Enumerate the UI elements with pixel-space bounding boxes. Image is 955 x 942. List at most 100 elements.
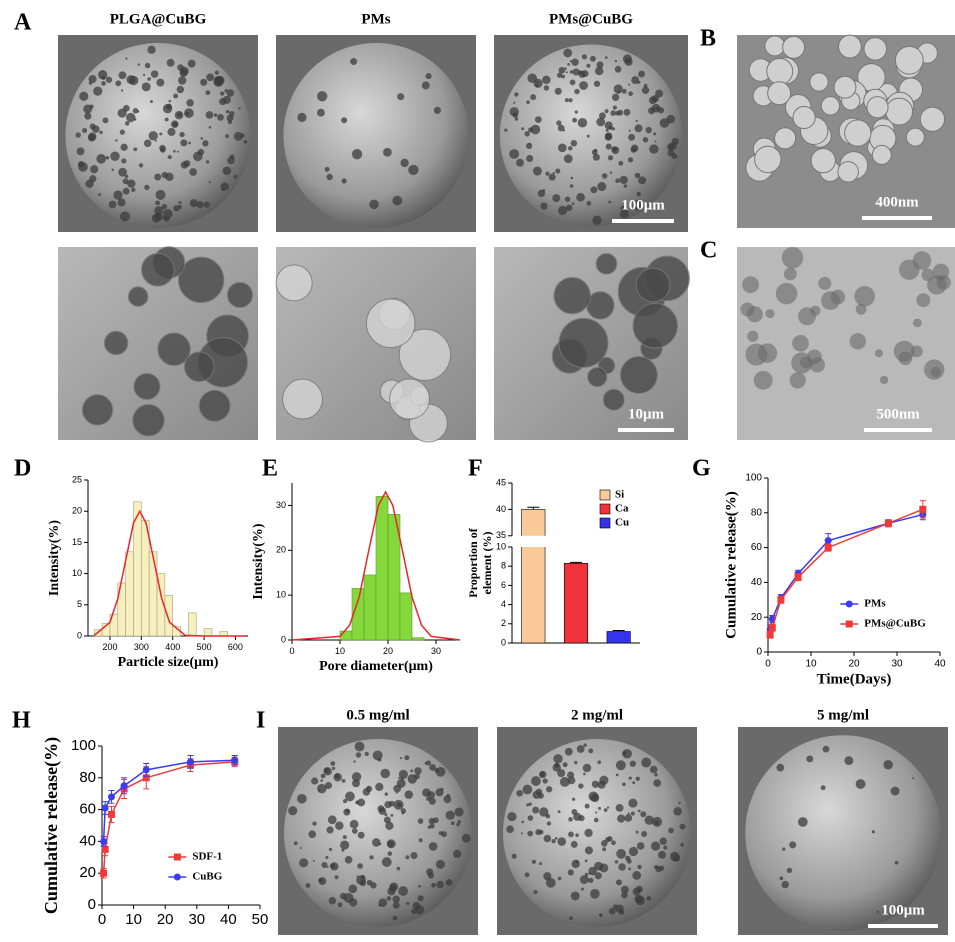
pore bbox=[445, 879, 453, 886]
pore bbox=[590, 186, 598, 194]
x-tick-label: 300 bbox=[134, 642, 149, 652]
y-tick-label: 10 bbox=[276, 590, 286, 600]
y-axis-label: Proportion of bbox=[466, 527, 480, 597]
pore bbox=[132, 403, 165, 437]
pore bbox=[602, 847, 607, 852]
scale-bar-label: 100μm bbox=[621, 197, 665, 213]
pore bbox=[609, 171, 613, 174]
pore bbox=[203, 201, 210, 208]
pore bbox=[527, 815, 534, 821]
pore bbox=[227, 119, 233, 125]
pore bbox=[628, 129, 631, 132]
pore bbox=[569, 70, 574, 74]
pore bbox=[342, 799, 348, 804]
pore bbox=[226, 114, 234, 122]
pore bbox=[615, 178, 620, 184]
y-tick-label: 0 bbox=[77, 630, 82, 640]
x-axis-label: Time(Days) bbox=[817, 671, 892, 687]
pore bbox=[118, 71, 127, 80]
particle bbox=[916, 293, 931, 308]
pore bbox=[364, 751, 369, 757]
pore bbox=[504, 128, 508, 132]
pore bbox=[636, 842, 645, 850]
pore bbox=[356, 875, 366, 885]
pore bbox=[335, 821, 344, 830]
pore bbox=[553, 754, 563, 764]
pore bbox=[578, 70, 586, 78]
particle bbox=[809, 72, 829, 92]
pore bbox=[117, 198, 126, 207]
pore bbox=[386, 839, 396, 849]
pore bbox=[351, 828, 358, 834]
marker bbox=[766, 631, 774, 639]
pore bbox=[213, 76, 224, 87]
pore bbox=[121, 158, 127, 164]
pore bbox=[822, 745, 830, 753]
histogram-bar bbox=[141, 520, 150, 637]
scale-bar-label: 100μm bbox=[881, 902, 925, 918]
pore bbox=[351, 149, 363, 160]
pore bbox=[543, 872, 552, 881]
particle bbox=[781, 246, 804, 269]
pore bbox=[229, 154, 235, 160]
pore bbox=[173, 149, 176, 153]
pore bbox=[786, 867, 793, 874]
pore bbox=[381, 857, 392, 867]
pore bbox=[418, 838, 423, 843]
pore bbox=[556, 120, 562, 126]
panel-letter: H bbox=[12, 708, 31, 734]
pore bbox=[82, 127, 88, 134]
x-axis-label: Pore diameter(μm) bbox=[319, 659, 433, 674]
pore bbox=[167, 154, 172, 160]
pore bbox=[436, 880, 444, 889]
pore bbox=[208, 125, 212, 129]
pore bbox=[154, 205, 164, 216]
pore bbox=[81, 394, 114, 426]
pore bbox=[305, 882, 311, 888]
pore bbox=[132, 107, 139, 114]
pore bbox=[651, 103, 661, 113]
histogram-bar bbox=[411, 637, 425, 641]
pore bbox=[890, 786, 900, 796]
scale-bars: 100μm 400nm 10μm 500nm 100μm bbox=[612, 194, 938, 928]
pore bbox=[638, 70, 645, 78]
pore bbox=[178, 76, 187, 85]
pore bbox=[390, 813, 394, 817]
x-tick-label: 600 bbox=[228, 642, 243, 652]
pore bbox=[557, 205, 568, 216]
pore bbox=[578, 783, 584, 789]
pore bbox=[586, 200, 592, 206]
image-title: 2 mg/ml bbox=[571, 707, 623, 723]
pore bbox=[574, 88, 580, 95]
pore bbox=[189, 199, 198, 208]
particle bbox=[923, 359, 945, 380]
pore bbox=[205, 111, 214, 119]
pore bbox=[629, 760, 636, 767]
pore bbox=[584, 872, 589, 877]
histogram-bar bbox=[188, 612, 197, 637]
pore bbox=[312, 821, 317, 826]
pore bbox=[621, 88, 627, 94]
pore bbox=[340, 840, 350, 850]
particle bbox=[871, 144, 892, 165]
pore bbox=[120, 211, 130, 222]
particle bbox=[753, 370, 773, 390]
pore bbox=[93, 86, 103, 96]
pore bbox=[354, 741, 365, 752]
image-title: 5 mg/ml bbox=[817, 707, 869, 723]
particle bbox=[789, 372, 806, 389]
pore bbox=[608, 200, 612, 204]
pore bbox=[614, 59, 618, 63]
pore bbox=[592, 153, 600, 161]
pore bbox=[588, 748, 594, 754]
micrographs bbox=[58, 34, 955, 935]
y-tick-label: 10 bbox=[496, 541, 506, 551]
pore bbox=[557, 837, 567, 846]
pore bbox=[84, 112, 92, 120]
pore bbox=[154, 173, 162, 181]
pore bbox=[357, 863, 363, 869]
pore bbox=[133, 147, 138, 152]
pore bbox=[642, 137, 649, 143]
pore bbox=[617, 109, 624, 116]
pore bbox=[557, 810, 561, 814]
